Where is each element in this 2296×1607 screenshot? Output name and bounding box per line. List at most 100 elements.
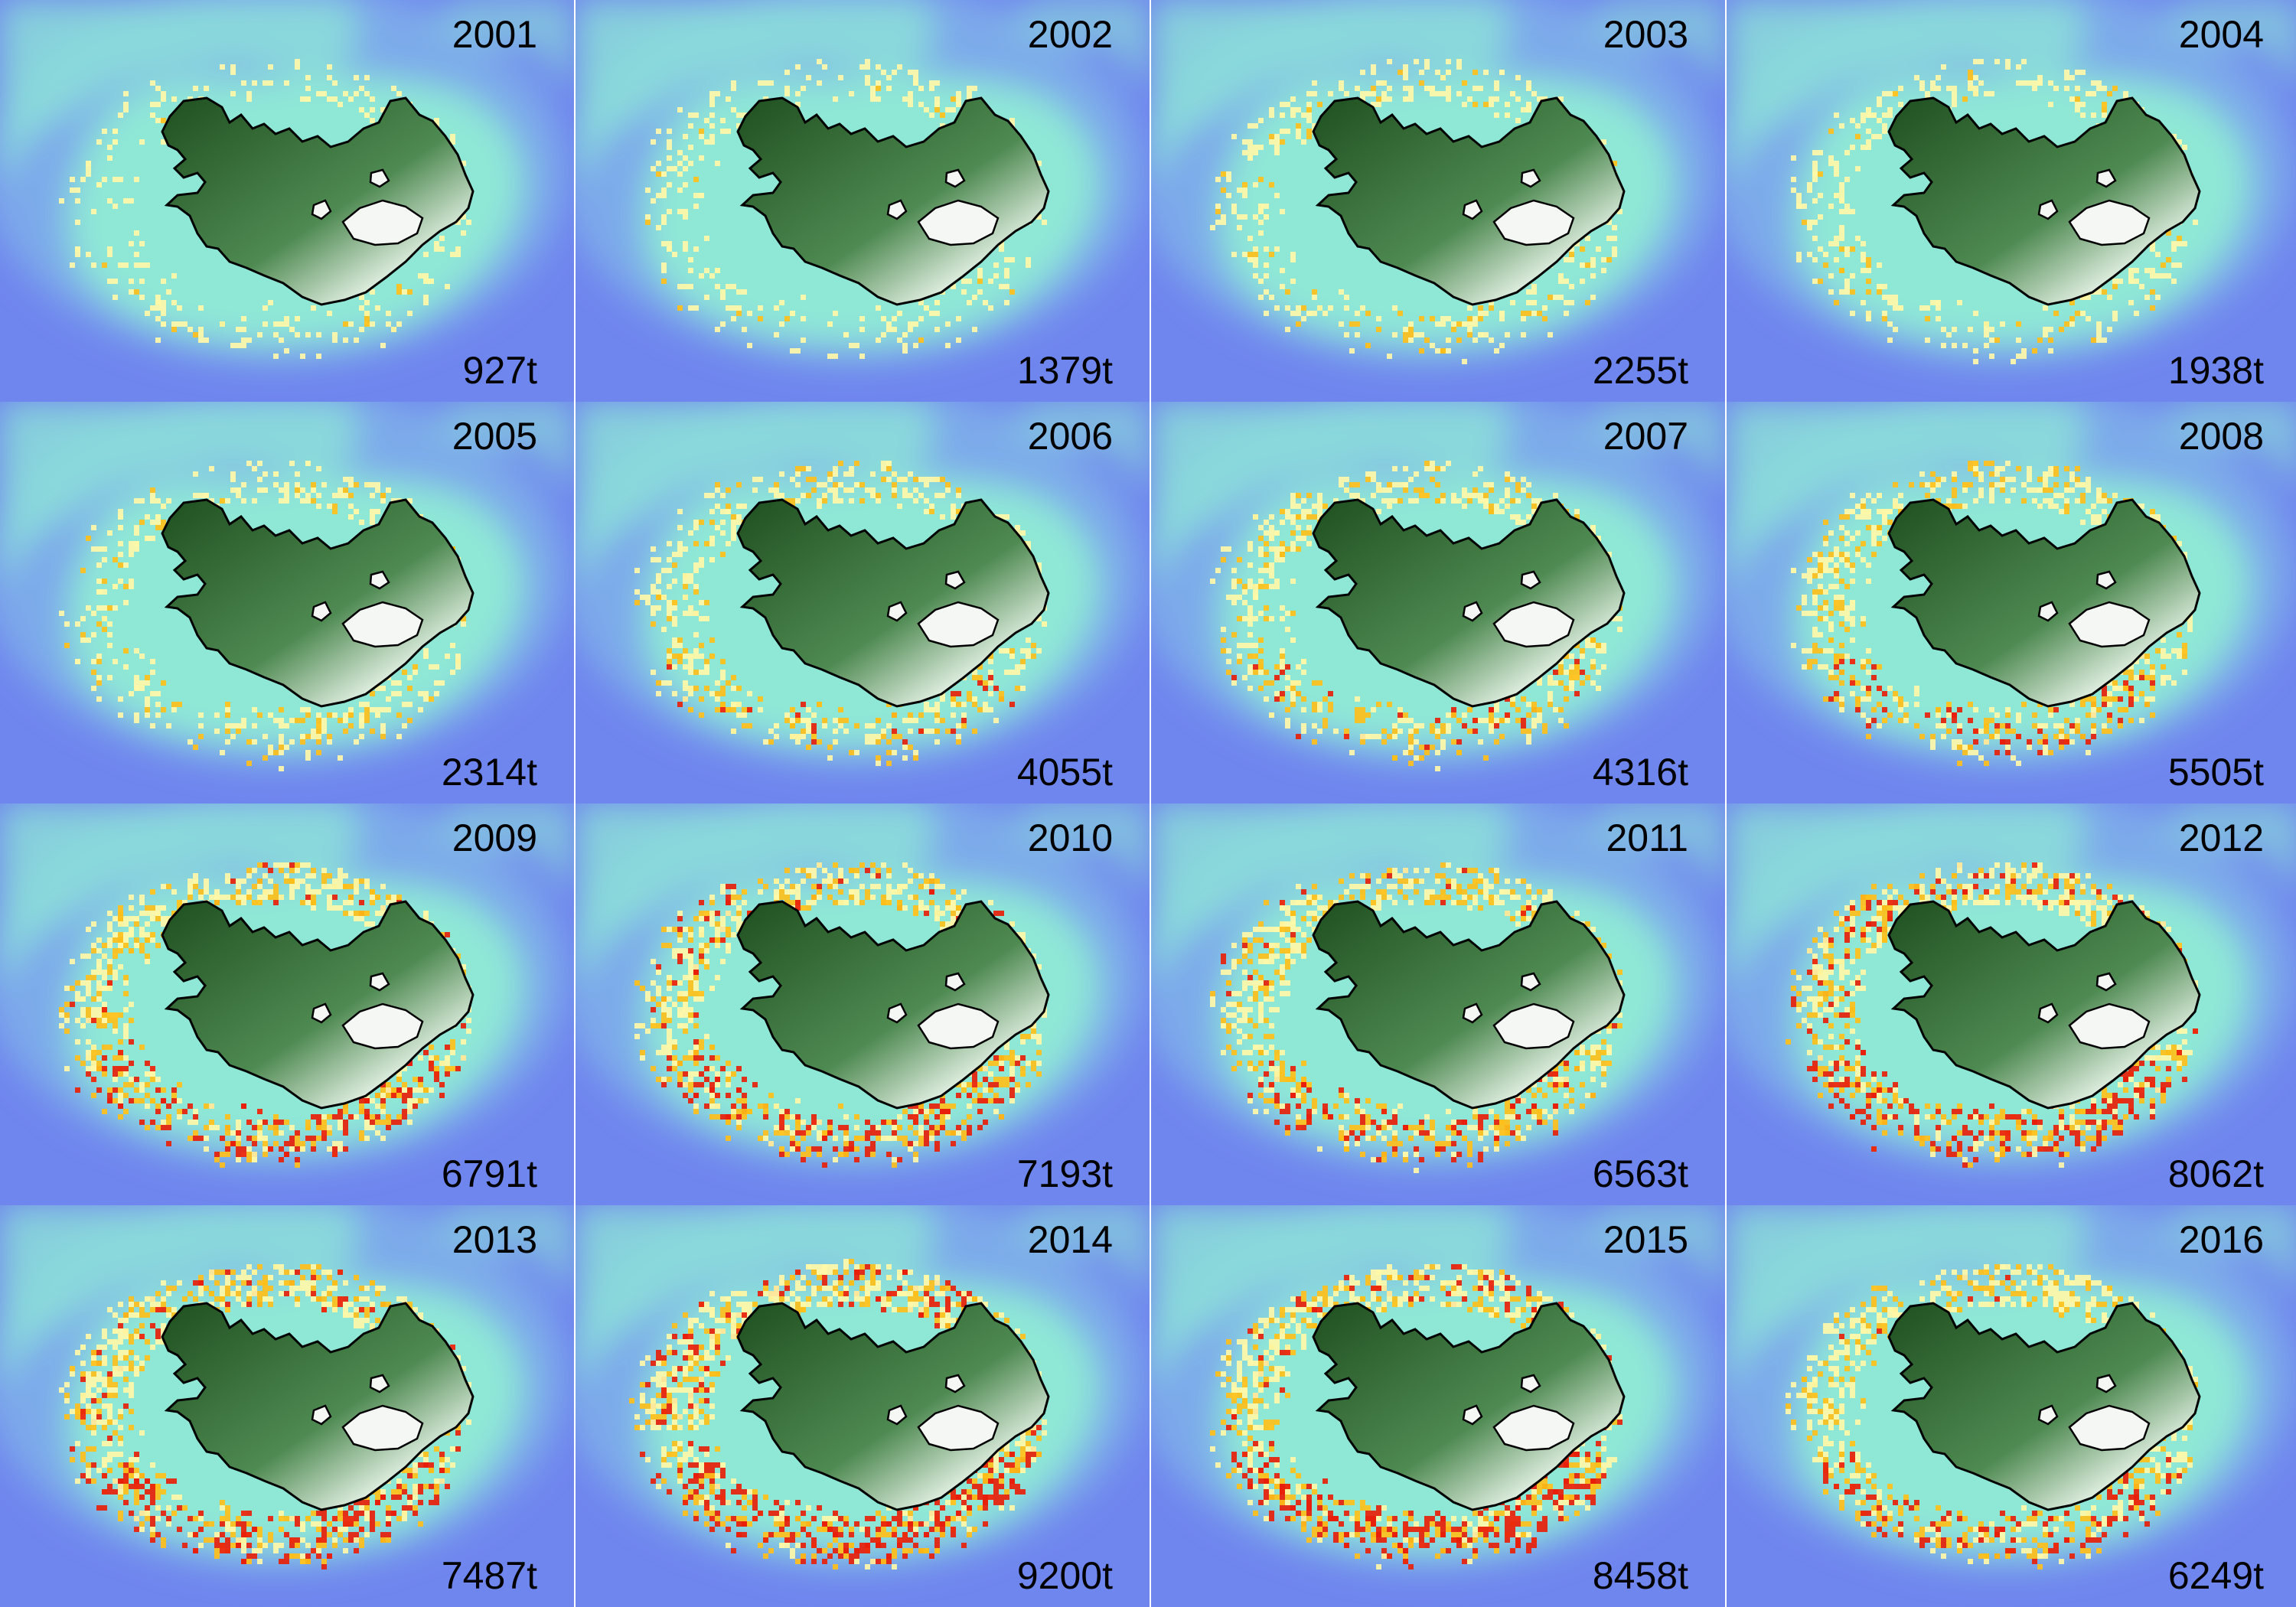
bathymetry-map (0, 804, 574, 1205)
glacier (1462, 1404, 1483, 1426)
catch-total-label: 4055t (1016, 751, 1113, 794)
bathymetry-map (576, 804, 1150, 1205)
catch-total-label: 927t (462, 349, 537, 392)
bathymetry-map (1727, 1205, 2296, 1607)
glacier (1520, 570, 1541, 590)
year-label: 2003 (1603, 13, 1688, 56)
glacier (2068, 601, 2151, 648)
map-panel: 2008 5505t (1727, 402, 2296, 804)
iceland-landmass (1887, 900, 2201, 1110)
glacier (341, 1404, 424, 1452)
glacier (2037, 199, 2059, 220)
glacier (886, 601, 908, 622)
year-label: 2007 (1603, 415, 1688, 458)
catch-total-label: 6563t (1592, 1152, 1688, 1195)
bathymetry-map (1727, 804, 2296, 1205)
map-panel: 2005 2314t (0, 402, 574, 804)
glacier (1462, 199, 1483, 220)
glacier (311, 1002, 332, 1024)
catch-total-label: 6249t (2167, 1554, 2264, 1597)
year-label: 2010 (1027, 817, 1113, 859)
iceland-landmass (1887, 1302, 2201, 1511)
glacier (886, 199, 908, 220)
map-panel: 2012 8062t (1727, 804, 2296, 1205)
year-label: 2008 (2178, 415, 2264, 458)
year-label: 2011 (1606, 817, 1688, 859)
bathymetry-map (1727, 0, 2296, 402)
iceland-landmass (736, 900, 1050, 1110)
glacier (369, 570, 390, 590)
iceland-landmass (161, 900, 475, 1110)
year-label: 2015 (1603, 1218, 1688, 1261)
catch-total-label: 5505t (2167, 751, 2264, 794)
map-panel: 2001 927t (0, 0, 574, 402)
year-label: 2004 (2178, 13, 2264, 56)
year-label: 2005 (452, 415, 537, 458)
catch-density-layer (634, 461, 1047, 766)
glacier (944, 570, 966, 590)
glacier (944, 1374, 966, 1393)
bathymetry-map (1151, 0, 1725, 402)
map-panel: 2004 1938t (1727, 0, 2296, 402)
year-label: 2009 (452, 817, 537, 859)
catch-total-label: 1938t (2167, 349, 2264, 392)
bathymetry-map (1151, 402, 1725, 804)
glacier (886, 1404, 908, 1426)
iceland-landmass (161, 498, 475, 708)
catch-total-label: 8458t (1592, 1554, 1688, 1597)
glacier (917, 601, 1000, 648)
iceland-landmass (161, 96, 475, 306)
glacier (1492, 199, 1575, 246)
glacier (944, 972, 966, 992)
iceland-landmass (1887, 96, 2201, 306)
glacier (369, 972, 390, 992)
glacier (341, 1002, 424, 1050)
bathymetry-map (576, 0, 1150, 402)
iceland-landmass (1312, 498, 1626, 708)
bathymetry-map (0, 402, 574, 804)
glacier (1462, 1002, 1483, 1024)
catch-total-label: 7487t (441, 1554, 537, 1597)
glacier (1492, 1002, 1575, 1050)
glacier (917, 1404, 1000, 1452)
glacier (2095, 1374, 2117, 1393)
glacier (369, 168, 390, 188)
glacier (2037, 1002, 2059, 1024)
map-panel: 2015 8458t (1151, 1205, 1725, 1607)
glacier (311, 1404, 332, 1426)
glacier (2037, 1404, 2059, 1426)
glacier (2068, 1002, 2151, 1050)
year-label: 2016 (2178, 1218, 2264, 1261)
iceland-landmass (1887, 498, 2201, 708)
glacier (1520, 1374, 1541, 1393)
glacier (2095, 168, 2117, 188)
map-panel: 2007 4316t (1151, 402, 1725, 804)
catch-total-label: 4316t (1592, 751, 1688, 794)
glacier (2068, 199, 2151, 246)
bathymetry-map (0, 1205, 574, 1607)
glacier (2037, 601, 2059, 622)
iceland-landmass (736, 498, 1050, 708)
iceland-landmass (1312, 900, 1626, 1110)
glacier (886, 1002, 908, 1024)
glacier (341, 601, 424, 648)
bathymetry-map (1151, 1205, 1725, 1607)
glacier (1492, 1404, 1575, 1452)
iceland-landmass (736, 96, 1050, 306)
year-label: 2001 (452, 13, 537, 56)
year-label: 2002 (1027, 13, 1113, 56)
bathymetry-map (1727, 402, 2296, 804)
catch-total-label: 2255t (1592, 349, 1688, 392)
glacier (944, 168, 966, 188)
bathymetry-map (0, 0, 574, 402)
year-label: 2006 (1027, 415, 1113, 458)
iceland-landmass (161, 1302, 475, 1511)
iceland-landmass (1312, 1302, 1626, 1511)
map-panel: 2013 7487t (0, 1205, 574, 1607)
iceland-landmass (1312, 96, 1626, 306)
map-panel: 2014 9200t (576, 1205, 1150, 1607)
catch-total-label: 9200t (1016, 1554, 1113, 1597)
iceland-landmass (736, 1302, 1050, 1511)
bathymetry-map (576, 402, 1150, 804)
